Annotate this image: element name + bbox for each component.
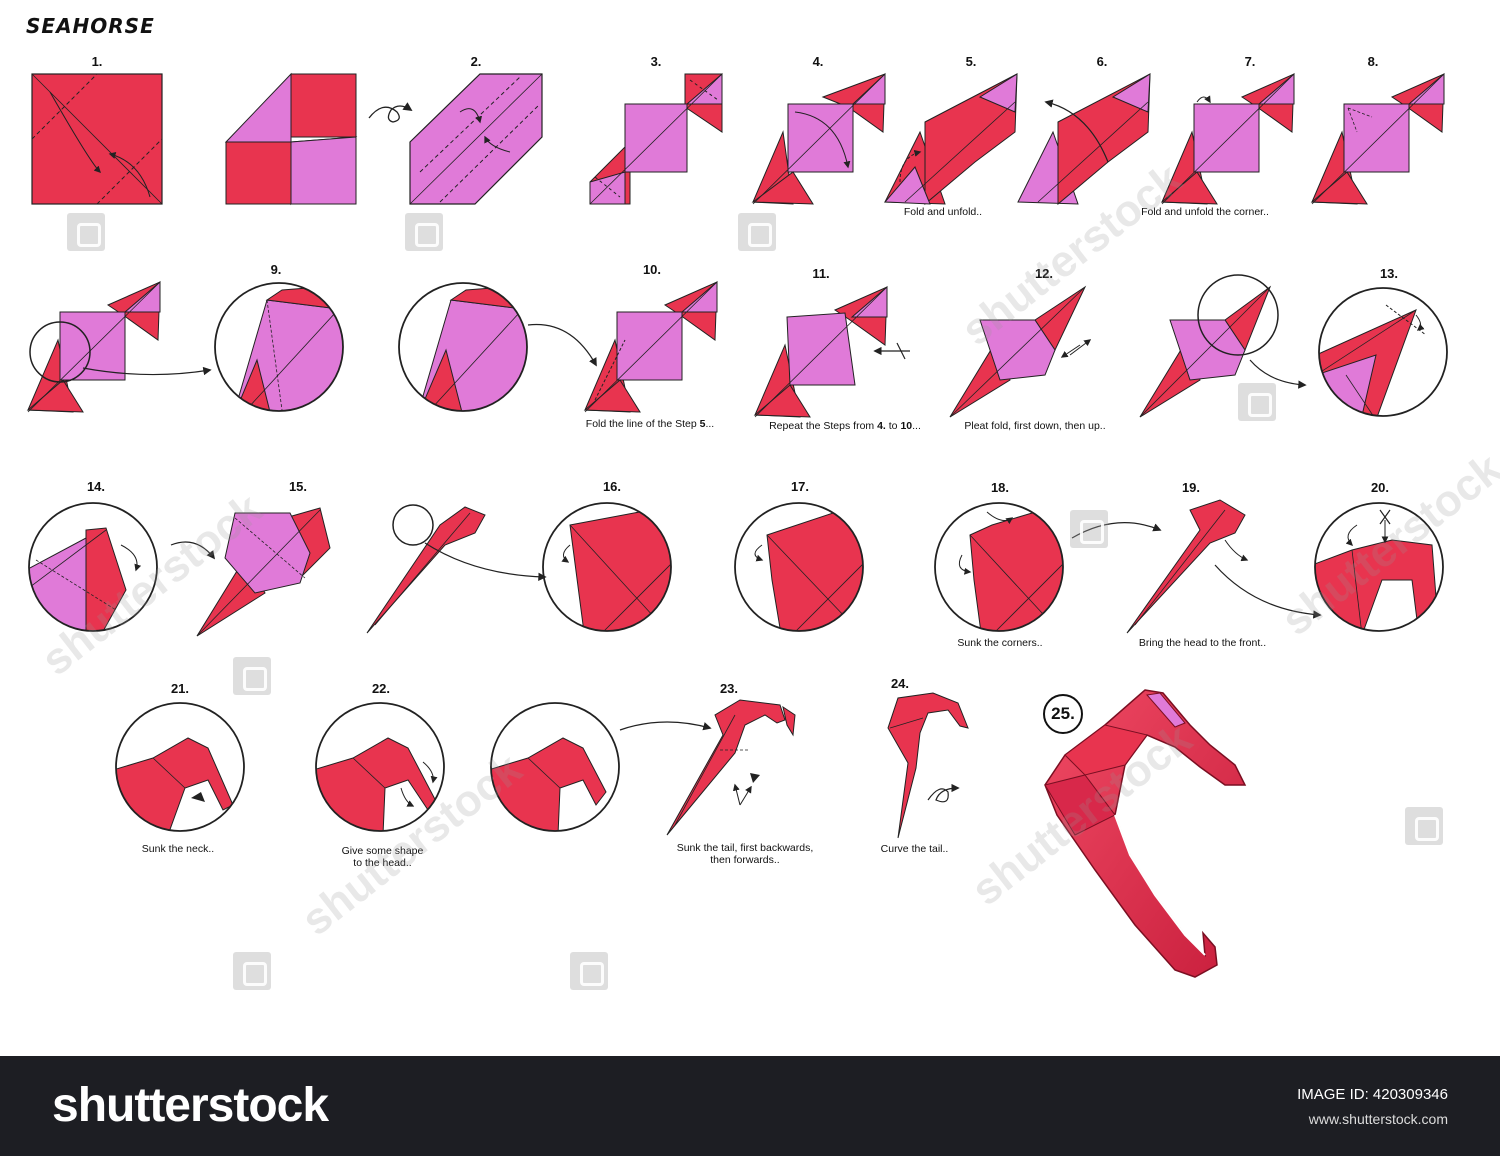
step-16-number: 16. [602, 479, 622, 494]
step-1-number: 1. [91, 54, 103, 69]
watermark-logo [738, 213, 776, 251]
step-17-figure [734, 502, 864, 632]
step-19-caption: Bring the head to the front.. [1138, 637, 1267, 649]
step-23-caption: Sunk the tail, first backwards, then for… [676, 842, 814, 866]
step-18-number: 18. [990, 480, 1010, 495]
watermark-logo [233, 657, 271, 695]
step-12b-figure [1139, 274, 1307, 418]
step-12-figure [949, 285, 1092, 418]
footer-bar: shutterstock IMAGE ID: 420309346 www.shu… [0, 1056, 1500, 1156]
step-15b-figure [366, 504, 547, 634]
step-24-number: 24. [890, 676, 910, 691]
step-10-caption: Fold the line of the Step 5... [585, 418, 715, 430]
step-22b-figure [490, 702, 712, 832]
step-22-figure [315, 702, 445, 832]
footer-site-link[interactable]: www.shutterstock.com [1308, 1111, 1448, 1127]
step-6-figure [1017, 73, 1151, 206]
step-11-number: 11. [812, 266, 830, 281]
step-7-number: 7. [1244, 54, 1256, 69]
step-24-figure [887, 692, 969, 839]
step-20-number: 20. [1370, 480, 1390, 495]
step-2-figure [409, 73, 543, 205]
step-19-number: 19. [1181, 480, 1201, 495]
step-5-caption: Fold and unfold.. [903, 206, 983, 218]
step-11-caption: Repeat the Steps from 4. to 10... [769, 420, 921, 432]
step-5-figure [883, 73, 1018, 206]
watermark-logo [1405, 807, 1443, 845]
watermark-logo [233, 952, 271, 990]
step-25-figure [1044, 689, 1247, 978]
footer-brand: shutterstock [52, 1079, 329, 1132]
step-21-caption: Sunk the neck.. [141, 843, 215, 855]
step-18-figure [934, 502, 1162, 632]
step-14-figure [28, 502, 216, 632]
step-10-figure [583, 280, 718, 413]
step-12-number: 12. [1034, 266, 1054, 281]
step-4-number: 4. [812, 54, 824, 69]
step-7-figure [1160, 72, 1295, 205]
step-8-number: 8. [1367, 54, 1379, 69]
diagram-title: SEAHORSE [26, 14, 155, 38]
step-4-figure [751, 72, 886, 205]
step-12-caption: Pleat fold, first down, then up.. [964, 420, 1106, 432]
step-13-number: 13. [1379, 266, 1399, 281]
step-10-number: 10. [642, 262, 662, 277]
turn-over-arrow [368, 102, 413, 123]
step-8-figure [1310, 72, 1445, 205]
step-1-figure [31, 73, 163, 205]
footer-image-id: IMAGE ID: 420309346 [1297, 1086, 1448, 1103]
step-24-caption: Curve the tail.. [880, 843, 949, 855]
step-15-number: 15. [288, 479, 308, 494]
step-7-caption: Fold and unfold the corner.. [1141, 206, 1269, 218]
step-23-figure [666, 699, 796, 836]
step-17-number: 17. [790, 479, 810, 494]
step-25-number: 25. [1043, 694, 1083, 734]
watermark-logo [67, 213, 105, 251]
step-21-figure [115, 702, 245, 832]
step-11-figure [753, 285, 910, 418]
step-3-figure [589, 72, 723, 205]
step-18-caption: Sunk the corners.. [957, 637, 1043, 649]
step-15-figure [196, 507, 331, 637]
step-13-figure [1318, 287, 1448, 417]
step-23-number: 23. [719, 681, 739, 696]
step-8b-figure [26, 280, 212, 413]
step-3-number: 3. [650, 54, 662, 69]
watermark-logo [405, 213, 443, 251]
step-20-figure [1314, 502, 1444, 632]
step-9-number: 9. [270, 262, 282, 277]
step-22-number: 22. [371, 681, 391, 696]
step-2-number: 2. [470, 54, 482, 69]
step-1b-figure [224, 72, 358, 206]
step-22-caption: Give some shape to the head.. [341, 845, 424, 869]
step-9-figure [214, 282, 344, 412]
step-14-number: 14. [86, 479, 106, 494]
step-9b-figure [398, 282, 597, 412]
step-6-number: 6. [1096, 54, 1108, 69]
step-19-figure [1126, 499, 1322, 634]
step-5-number: 5. [965, 54, 977, 69]
step-16-figure [542, 502, 672, 632]
watermark-logo [570, 952, 608, 990]
step-21-number: 21. [170, 681, 190, 696]
